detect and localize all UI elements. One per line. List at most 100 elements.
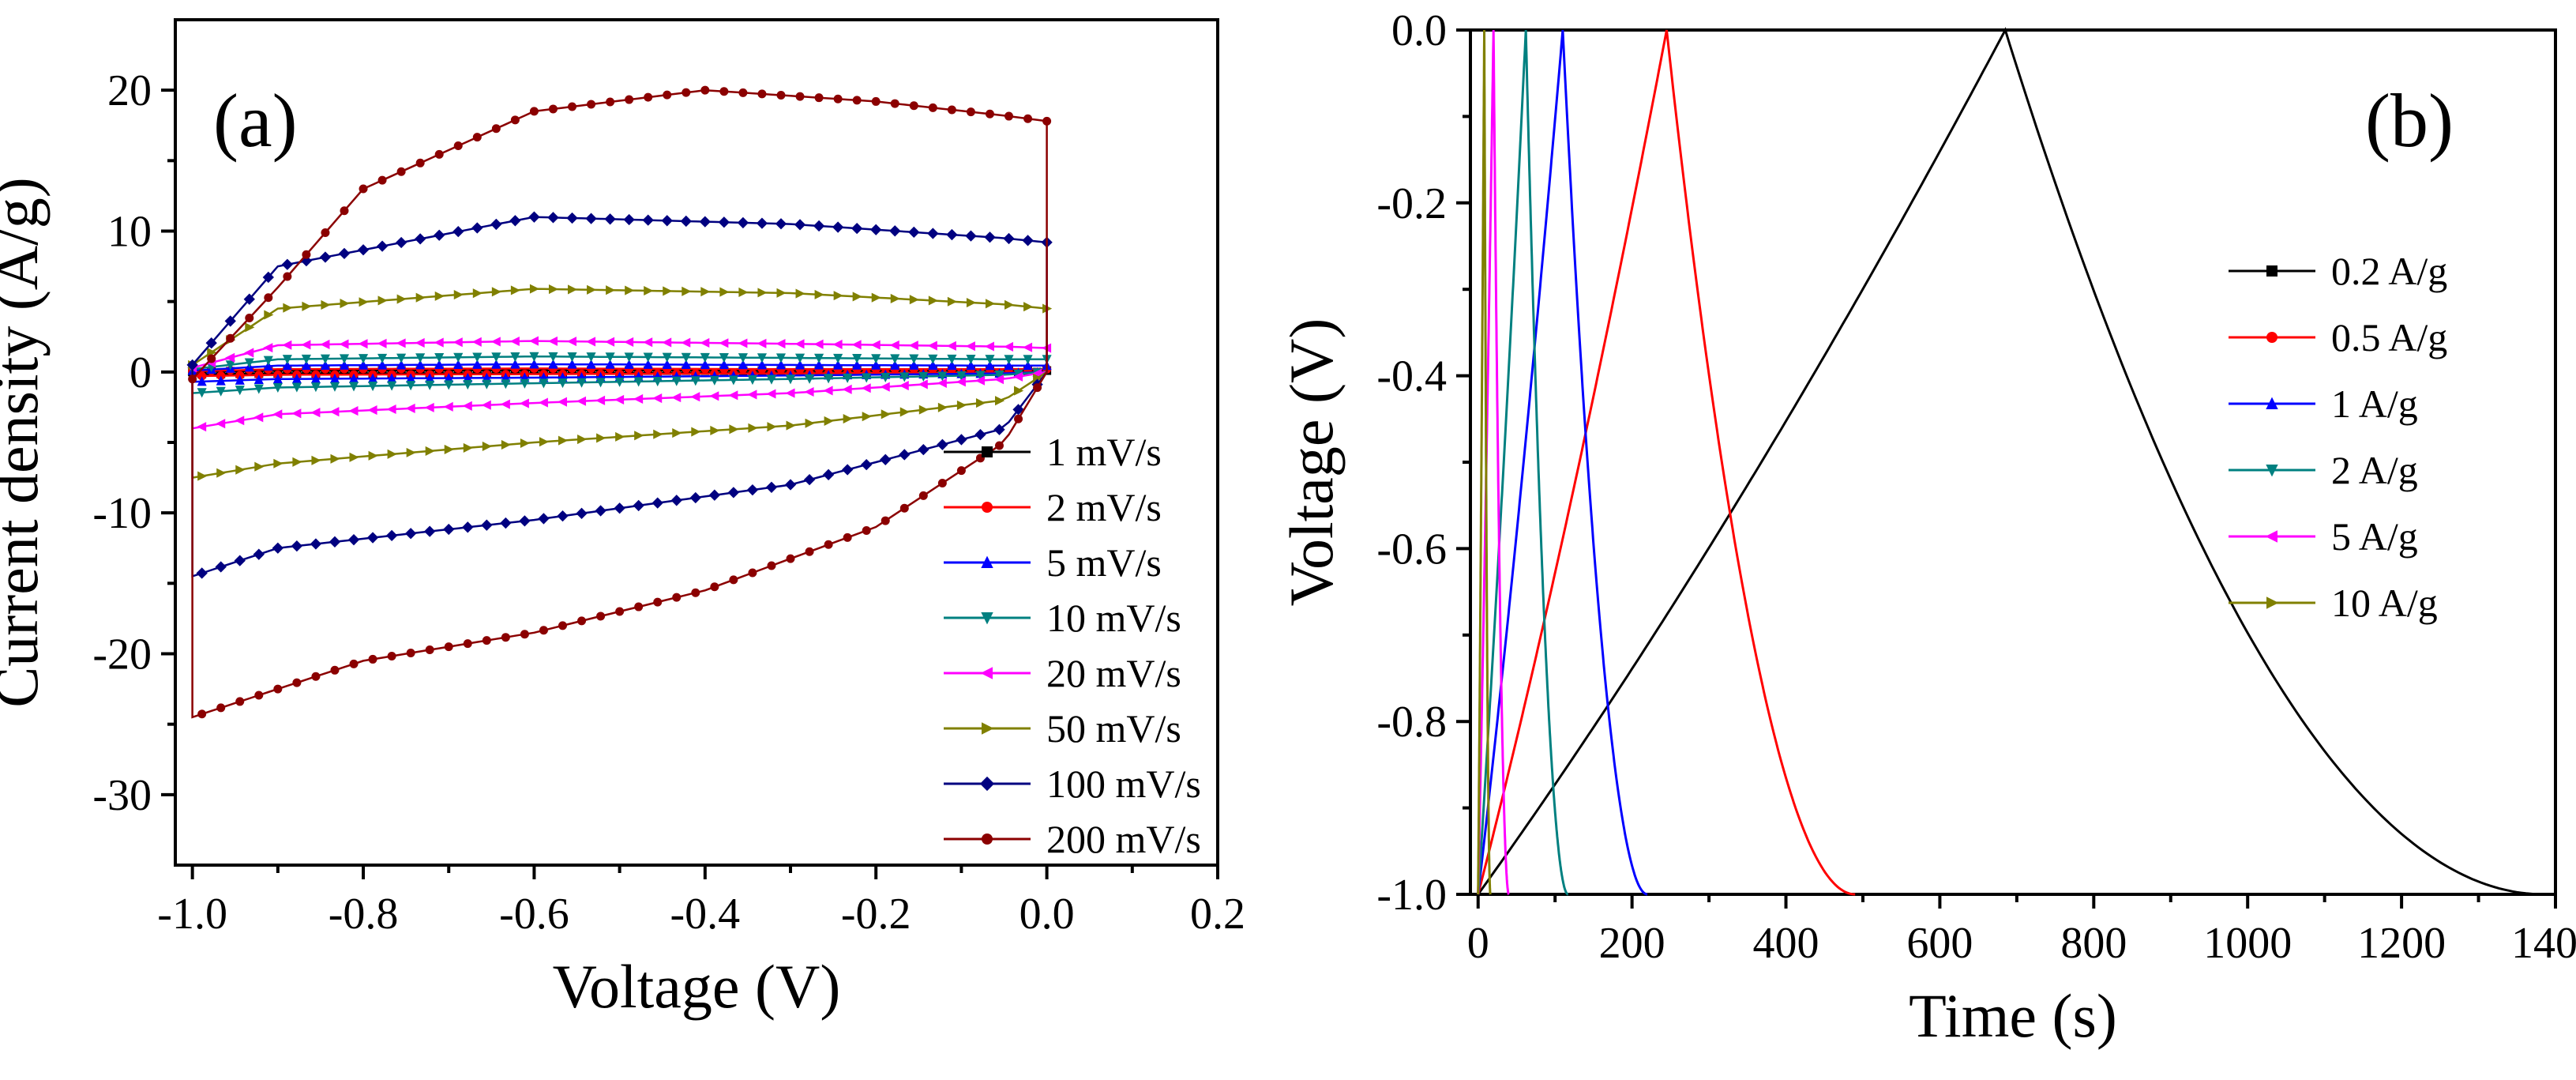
cv-point-20-mv-s	[738, 338, 748, 348]
cv-point-10-mv-s	[387, 381, 397, 391]
cv-point-50-mv-s	[292, 457, 302, 467]
panel-a-cv-chart: -1.0 -0.8 -0.6 -0.4 -0.2 0.0 0.2 -30 -20 -10 0 10 20…	[0, 18, 1245, 1021]
cv-point-200-mv-s	[814, 93, 824, 103]
gcd-curve-0-2-a-g	[1477, 27, 2544, 896]
cv-point-100-mv-s	[870, 224, 882, 235]
cv-point-10-mv-s	[396, 353, 407, 363]
cv-point-10-mv-s	[415, 353, 426, 363]
cv-point-10-mv-s	[928, 354, 938, 364]
y-tick-label: -20	[92, 630, 152, 679]
cv-point-50-mv-s	[606, 285, 616, 295]
cv-point-100-mv-s	[366, 532, 379, 544]
legend-label-2-mv-s: 2 mV/s	[1046, 485, 1162, 529]
cv-point-50-mv-s	[463, 442, 473, 453]
legend-label-50-mv-s: 50 mV/s	[1046, 706, 1181, 751]
cv-point-5-mv-s	[928, 359, 938, 371]
cv-point-10-mv-s	[406, 381, 416, 391]
cv-point-10-mv-s	[662, 352, 672, 363]
cv-point-10-mv-s	[909, 354, 919, 364]
cv-point-100-mv-s	[490, 218, 502, 231]
cv-point-20-mv-s	[889, 340, 899, 350]
cv-point-100-mv-s	[434, 229, 445, 241]
cv-point-20-mv-s	[235, 416, 245, 426]
cv-point-50-mv-s	[444, 444, 454, 454]
cv-point-10-mv-s	[785, 374, 796, 385]
cv-point-50-mv-s	[672, 428, 682, 438]
cv-point-10-mv-s	[918, 371, 929, 382]
cv-point-100-mv-s	[937, 438, 948, 450]
cv-point-200-mv-s	[463, 639, 472, 649]
cv-point-100-mv-s	[775, 218, 787, 230]
cv-point-10-mv-s	[472, 352, 483, 363]
cv-point-50-mv-s	[359, 297, 369, 307]
cv-point-2-mv-s	[197, 371, 207, 381]
cv-point-5-mv-s	[415, 359, 426, 370]
legend-label-2-a-g: 2 A/g	[2331, 448, 2418, 492]
cv-point-100-mv-s	[765, 481, 778, 493]
legend-label-5-mv-s: 5 mV/s	[1046, 540, 1162, 585]
cv-point-100-mv-s	[500, 517, 512, 529]
cv-point-20-mv-s	[946, 341, 956, 351]
cv-point-20-mv-s	[1003, 341, 1014, 352]
cv-point-200-mv-s	[691, 588, 700, 597]
cv-point-50-mv-s	[975, 398, 986, 408]
cv-point-50-mv-s	[349, 452, 359, 462]
cv-point-200-mv-s	[937, 479, 947, 488]
cv-point-200-mv-s	[1004, 111, 1014, 121]
cv-point-200-mv-s	[302, 250, 311, 259]
cv-point-200-mv-s	[663, 90, 672, 100]
cv-point-20-mv-s	[291, 408, 302, 419]
cv-point-50-mv-s	[548, 284, 559, 295]
cv-point-20-mv-s	[216, 419, 226, 429]
cv-point-100-mv-s	[319, 251, 332, 263]
cv-point-200-mv-s	[767, 561, 776, 570]
cv-point-200-mv-s	[843, 532, 852, 542]
cv-point-100-mv-s	[186, 359, 198, 371]
cv-point-10-mv-s	[833, 353, 843, 363]
cv-point-50-mv-s	[890, 293, 900, 303]
cv-point-10-mv-s	[747, 375, 757, 386]
cv-point-5-mv-s	[586, 359, 596, 369]
cv-point-200-mv-s	[994, 441, 1004, 450]
cv-point-50-mv-s	[587, 284, 597, 295]
cv-point-200-mv-s	[1014, 414, 1023, 423]
cv-point-100-mv-s	[272, 542, 284, 554]
cv-point-200-mv-s	[852, 96, 862, 105]
cv-point-50-mv-s	[814, 289, 824, 299]
cv-point-200-mv-s	[501, 633, 510, 642]
cv-point-100-mv-s	[262, 271, 274, 284]
cv-point-10-mv-s	[871, 354, 881, 364]
cv-point-200-mv-s	[985, 109, 994, 119]
cv-point-100-mv-s	[471, 222, 483, 234]
cv-point-100-mv-s	[604, 213, 616, 225]
cv-point-5-mv-s	[814, 359, 824, 370]
legend-label-1-a-g: 1 A/g	[2331, 382, 2418, 426]
cv-point-100-mv-s	[918, 443, 929, 456]
cv-point-50-mv-s	[330, 453, 340, 464]
cv-point-20-mv-s	[490, 337, 501, 347]
cv-point-5-mv-s	[434, 359, 445, 370]
cv-point-50-mv-s	[596, 433, 606, 443]
cv-point-5-mv-s	[738, 359, 748, 370]
cv-point-100-mv-s	[633, 499, 644, 512]
cv-point-50-mv-s	[805, 418, 815, 428]
cv-point-20-mv-s	[585, 337, 596, 347]
cv-point-50-mv-s	[909, 295, 919, 305]
cv-point-10-mv-s	[529, 352, 539, 362]
cv-point-50-mv-s	[568, 284, 578, 295]
legend-label-200-mv-s: 200 mV/s	[1046, 817, 1201, 861]
cv-point-20-mv-s	[757, 338, 767, 348]
cv-point-50-mv-s	[862, 412, 872, 422]
legend-marker-2-a-g	[2266, 465, 2278, 477]
cv-point-5-mv-s	[253, 374, 264, 385]
cv-point-10-mv-s	[890, 354, 900, 364]
cv-point-5-mv-s	[282, 360, 292, 371]
cv-point-20-mv-s	[197, 422, 207, 432]
cv-point-10-mv-s	[501, 379, 511, 389]
cv-point-5-mv-s	[291, 374, 302, 384]
cv-point-200-mv-s	[520, 630, 529, 639]
cv-point-20-mv-s	[993, 374, 1004, 385]
cv-point-5-mv-s	[444, 372, 454, 383]
cv-point-50-mv-s	[824, 416, 834, 426]
legend-marker-10-mv-s	[981, 612, 993, 625]
